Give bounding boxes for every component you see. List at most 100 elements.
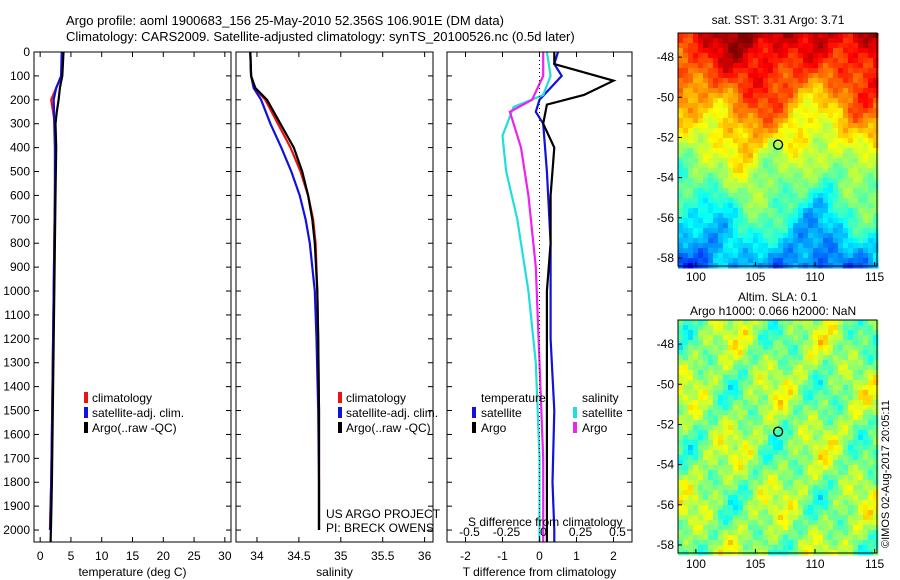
map-cell bbox=[708, 133, 714, 139]
map-cell bbox=[873, 530, 879, 536]
map-cell bbox=[728, 370, 734, 376]
map-cell bbox=[693, 320, 699, 326]
map-cell bbox=[813, 168, 819, 174]
map-cell bbox=[808, 485, 814, 491]
map-cell bbox=[708, 450, 714, 456]
map-cell bbox=[738, 520, 744, 526]
map-cell bbox=[863, 168, 869, 174]
map-cell bbox=[758, 345, 764, 351]
map-cell bbox=[848, 73, 854, 79]
map-cell bbox=[683, 78, 689, 84]
legend-header-salinity: salinity bbox=[582, 391, 619, 405]
map-cell bbox=[688, 38, 694, 44]
map-cell bbox=[708, 320, 714, 326]
map-cell bbox=[738, 460, 744, 466]
map-cell bbox=[808, 78, 814, 84]
map-cell bbox=[793, 63, 799, 69]
map-cell bbox=[728, 390, 734, 396]
map-cell bbox=[823, 330, 829, 336]
map-cell bbox=[773, 163, 779, 169]
map-cell bbox=[788, 445, 794, 451]
map-cell bbox=[858, 243, 864, 249]
map-cell bbox=[798, 178, 804, 184]
map-cell bbox=[698, 78, 704, 84]
map-cell bbox=[728, 83, 734, 89]
map-cell bbox=[743, 440, 749, 446]
map-cell bbox=[848, 158, 854, 164]
map-cell bbox=[848, 330, 854, 336]
map-cell bbox=[793, 520, 799, 526]
map-cell bbox=[738, 450, 744, 456]
map-cell bbox=[773, 475, 779, 481]
map-cell bbox=[723, 360, 729, 366]
map-cell bbox=[858, 258, 864, 264]
map-cell bbox=[868, 420, 874, 426]
map-cell bbox=[708, 415, 714, 421]
map-cell bbox=[768, 188, 774, 194]
map-cell bbox=[798, 465, 804, 471]
map-cell bbox=[693, 415, 699, 421]
map-cell bbox=[828, 198, 834, 204]
map-cell bbox=[788, 485, 794, 491]
map-cell bbox=[678, 365, 684, 371]
map-cell bbox=[763, 350, 769, 356]
map-cell bbox=[703, 253, 709, 259]
map-cell bbox=[828, 480, 834, 486]
map-cell bbox=[708, 475, 714, 481]
map-cell bbox=[778, 405, 784, 411]
map-cell bbox=[783, 345, 789, 351]
map-cell bbox=[733, 108, 739, 114]
map-cell bbox=[813, 73, 819, 79]
map-cell bbox=[693, 78, 699, 84]
map-cell bbox=[788, 345, 794, 351]
map-cell bbox=[678, 445, 684, 451]
map-cell bbox=[853, 48, 859, 54]
map-cell bbox=[738, 53, 744, 59]
map-cell bbox=[678, 420, 684, 426]
map-cell bbox=[743, 173, 749, 179]
map-cell bbox=[738, 355, 744, 361]
map-cell bbox=[858, 455, 864, 461]
map-cell bbox=[718, 470, 724, 476]
map-cell bbox=[788, 465, 794, 471]
map-cell bbox=[858, 385, 864, 391]
map-cell bbox=[783, 485, 789, 491]
map-cell bbox=[713, 38, 719, 44]
map-cell bbox=[748, 73, 754, 79]
map-cell bbox=[698, 33, 704, 39]
map-cell bbox=[713, 490, 719, 496]
map-cell bbox=[868, 335, 874, 341]
map-cell bbox=[708, 505, 714, 511]
map-cell bbox=[793, 540, 799, 546]
map-cell bbox=[733, 440, 739, 446]
map-cell bbox=[723, 198, 729, 204]
map-cell bbox=[798, 198, 804, 204]
map-cell bbox=[828, 253, 834, 259]
map-cell bbox=[863, 395, 869, 401]
map-cell bbox=[713, 545, 719, 551]
xtick-label: 36 bbox=[418, 549, 432, 563]
map-cell bbox=[843, 420, 849, 426]
series-group bbox=[501, 52, 617, 542]
map-cell bbox=[718, 108, 724, 114]
map-cell bbox=[858, 198, 864, 204]
map-cell bbox=[853, 203, 859, 209]
map-cell bbox=[818, 118, 824, 124]
map-cell bbox=[778, 58, 784, 64]
map-cell bbox=[698, 385, 704, 391]
map-cell bbox=[773, 53, 779, 59]
map-cell bbox=[773, 118, 779, 124]
map-cell bbox=[698, 233, 704, 239]
map-cell bbox=[683, 460, 689, 466]
map-cell bbox=[708, 243, 714, 249]
map-cell bbox=[818, 58, 824, 64]
map-cell bbox=[758, 335, 764, 341]
map-cell bbox=[758, 535, 764, 541]
map-cell bbox=[773, 193, 779, 199]
map-cell bbox=[763, 380, 769, 386]
map-cell bbox=[833, 390, 839, 396]
map-cell bbox=[823, 455, 829, 461]
map-cell bbox=[718, 365, 724, 371]
map-cell bbox=[748, 198, 754, 204]
map-cell bbox=[783, 400, 789, 406]
